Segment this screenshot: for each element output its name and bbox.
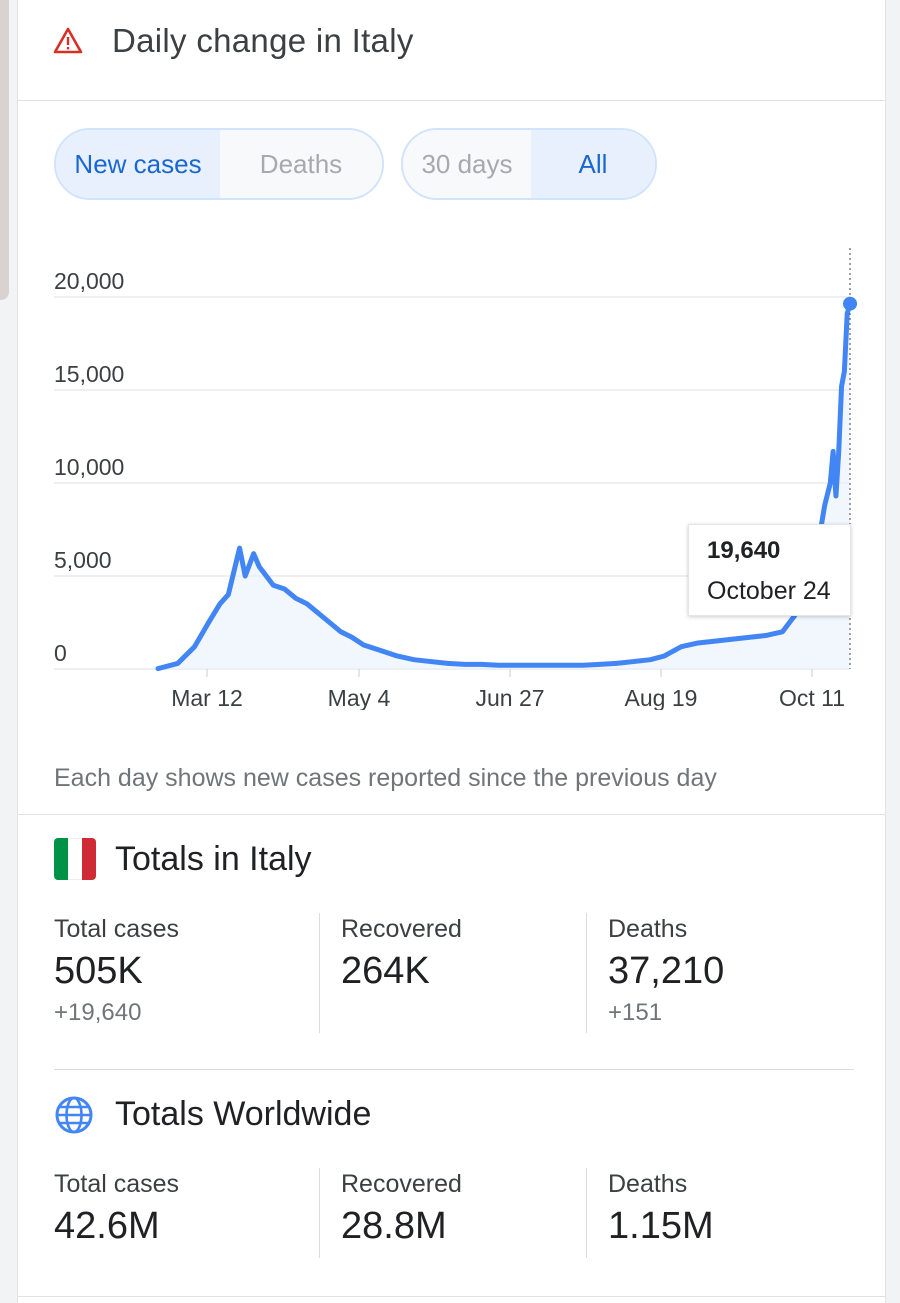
stat-label: Total cases [54, 915, 180, 943]
x-tick-label: Oct 11 [779, 685, 845, 710]
background-edge [0, 0, 9, 300]
stat-label: Deaths [608, 915, 688, 943]
stat-value: 37,210 [608, 950, 725, 992]
card-header: Daily change in Italy [18, 0, 885, 101]
italy-flag-icon [54, 838, 96, 880]
metric-toggle: New cases Deaths [54, 128, 384, 200]
stat-separator [319, 1168, 320, 1258]
highlight-point [843, 296, 857, 311]
world-totals-title: Totals Worldwide [115, 1095, 372, 1133]
x-tick-label: Mar 12 [171, 685, 243, 710]
divider [54, 1069, 854, 1070]
deaths-tab[interactable]: Deaths [220, 130, 382, 198]
stat-value: 42.6M [54, 1205, 160, 1247]
italy-total-cases: Total cases 505K +19,640 [54, 915, 179, 1027]
globe-icon [55, 1096, 93, 1134]
stat-label: Total cases [54, 1170, 180, 1198]
world-deaths: Deaths 1.15M [608, 1170, 714, 1248]
italy-recovered: Recovered 264K [341, 915, 462, 993]
range-toggle: 30 days All [401, 128, 657, 200]
divider [18, 1296, 885, 1297]
stat-label: Deaths [608, 1170, 688, 1198]
warning-icon [53, 27, 83, 54]
y-tick-label: 15,000 [54, 361, 124, 387]
stat-delta: +19,640 [54, 999, 142, 1026]
covid-stats-card: Daily change in Italy New cases Deaths 3… [17, 0, 886, 1303]
stat-value: 1.15M [608, 1205, 714, 1247]
page-title: Daily change in Italy [112, 22, 414, 59]
x-tick-label: Jun 27 [475, 685, 544, 710]
stat-label: Recovered [341, 915, 462, 943]
stat-separator [319, 913, 320, 1033]
stat-label: Recovered [341, 1170, 462, 1198]
stat-value: 264K [341, 950, 430, 992]
x-tick-label: May 4 [328, 685, 391, 710]
all-tab[interactable]: All [531, 130, 655, 198]
tooltip-date: October 24 [707, 577, 831, 605]
tooltip-value: 19,640 [707, 537, 781, 564]
new-cases-tab[interactable]: New cases [56, 130, 220, 198]
stat-value: 28.8M [341, 1205, 447, 1247]
stat-separator [586, 1168, 587, 1258]
divider [18, 814, 885, 815]
y-tick-label: 0 [54, 640, 67, 666]
x-tick-label: Aug 19 [625, 685, 698, 710]
italy-deaths: Deaths 37,210 +151 [608, 915, 724, 1027]
y-tick-label: 10,000 [54, 454, 124, 480]
daily-cases-chart[interactable]: 20,000 15,000 10,000 5,000 0 Mar 12 May 4 Jun 2… [18, 230, 885, 710]
world-recovered: Recovered 28.8M [341, 1170, 462, 1248]
y-tick-label: 20,000 [54, 268, 124, 294]
world-total-cases: Total cases 42.6M [54, 1170, 179, 1248]
italy-totals-title: Totals in Italy [115, 840, 312, 878]
stat-delta: +151 [608, 999, 663, 1026]
stat-value: 505K [54, 950, 143, 992]
chart-note: Each day shows new cases reported since … [54, 764, 717, 792]
y-tick-label: 5,000 [54, 547, 112, 573]
stat-separator [586, 913, 587, 1033]
chart-tooltip: 19,640 October 24 [688, 524, 851, 616]
thirty-days-tab[interactable]: 30 days [403, 130, 531, 198]
